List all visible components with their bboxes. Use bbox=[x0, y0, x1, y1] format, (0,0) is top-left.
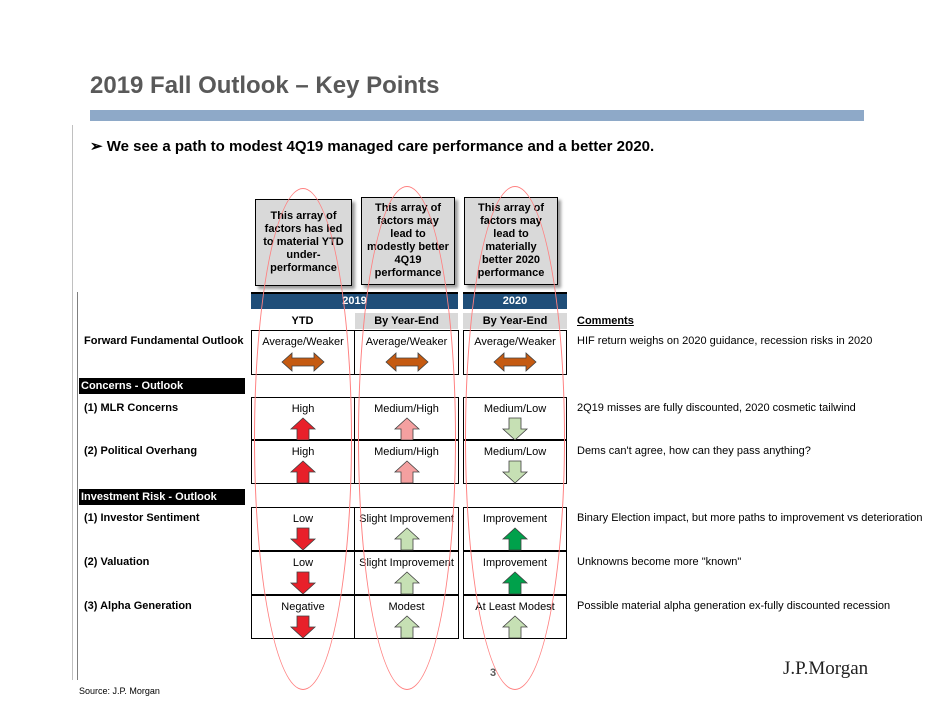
left-divider-line bbox=[72, 125, 73, 680]
row-label-political: (2) Political Overhang bbox=[84, 445, 198, 457]
comment-valuation: Unknowns become more "known" bbox=[577, 556, 742, 568]
page-number: 3 bbox=[490, 667, 497, 679]
section-concerns-outlook: Concerns - Outlook bbox=[79, 378, 245, 394]
source-note: Source: J.P. Morgan bbox=[79, 686, 160, 696]
bullet-marker-icon: ➢ bbox=[90, 138, 103, 155]
jpmorgan-logo: J.P.Morgan bbox=[783, 658, 869, 679]
comment-alpha: Possible material alpha generation ex-fu… bbox=[577, 600, 891, 612]
table-left-border bbox=[77, 292, 78, 680]
row-label-forward-outlook: Forward Fundamental Outlook bbox=[84, 335, 244, 347]
page-title: 2019 Fall Outlook – Key Points bbox=[90, 72, 440, 99]
row-label-alpha: (3) Alpha Generation bbox=[84, 600, 192, 612]
section-investment-risk-outlook: Investment Risk - Outlook bbox=[79, 489, 245, 505]
row-label-sentiment: (1) Investor Sentiment bbox=[84, 512, 200, 524]
highlight-oval-ytd bbox=[254, 188, 352, 690]
comment-mlr: 2Q19 misses are fully discounted, 2020 c… bbox=[577, 402, 856, 414]
row-label-mlr: (1) MLR Concerns bbox=[84, 402, 179, 414]
highlight-oval-2020 bbox=[465, 186, 565, 690]
comment-political: Dems can't agree, how can they pass anyt… bbox=[577, 445, 811, 457]
highlight-oval-4q19 bbox=[358, 186, 456, 690]
row-label-valuation: (2) Valuation bbox=[84, 556, 150, 568]
comment-forward-outlook: HIF return weighs on 2020 guidance, rece… bbox=[577, 335, 873, 347]
key-point-text: We see a path to modest 4Q19 managed car… bbox=[106, 138, 655, 155]
comment-sentiment: Binary Election impact, but more paths t… bbox=[577, 512, 923, 524]
key-point-bullet: ➢ We see a path to modest 4Q19 managed c… bbox=[90, 137, 654, 155]
title-underline-bar bbox=[90, 110, 864, 121]
comments-header: Comments bbox=[577, 315, 634, 327]
